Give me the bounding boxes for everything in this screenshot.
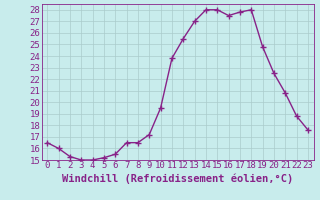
X-axis label: Windchill (Refroidissement éolien,°C): Windchill (Refroidissement éolien,°C) [62, 173, 293, 184]
